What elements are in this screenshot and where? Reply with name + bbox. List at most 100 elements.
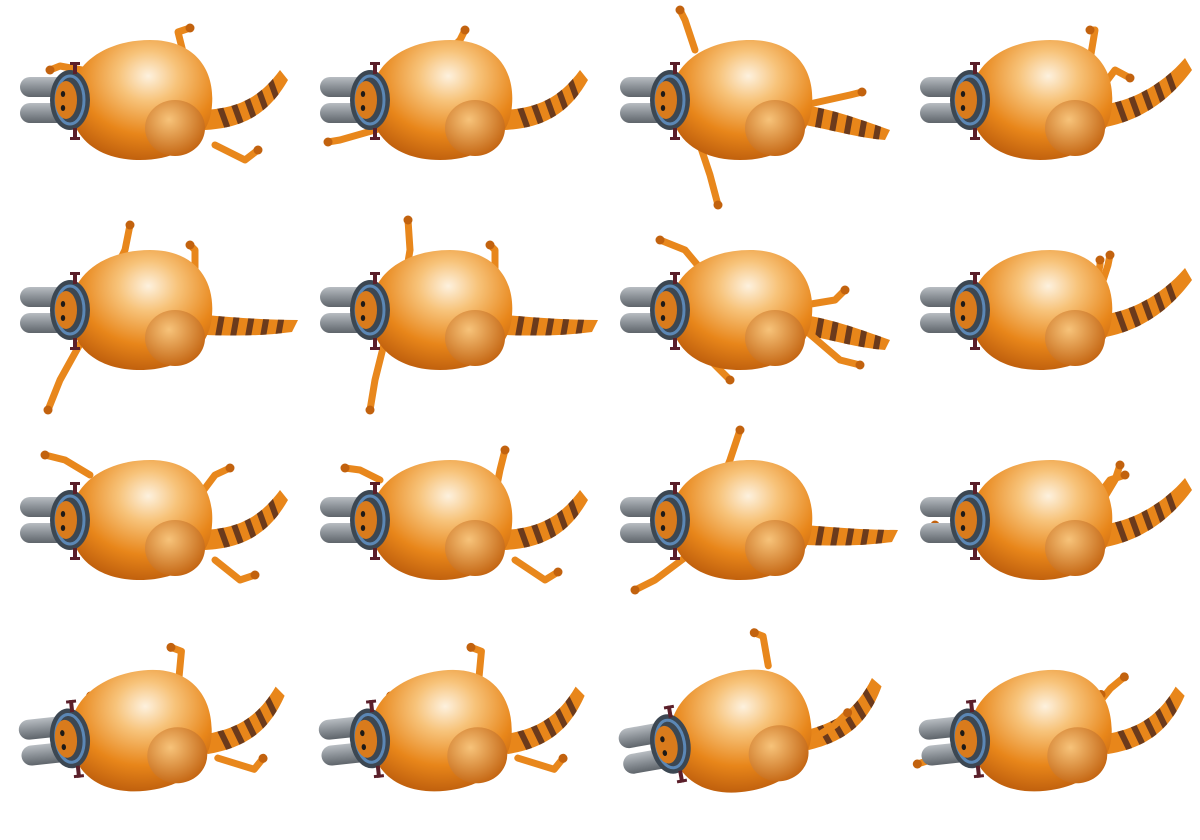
face <box>955 81 977 119</box>
sprite-frame-art <box>920 460 1192 580</box>
eye-lower <box>660 315 666 321</box>
face <box>355 81 377 119</box>
sprite-frame-tilt-1 <box>0 630 300 840</box>
face <box>354 719 378 758</box>
leg-2-paw <box>258 753 268 763</box>
creature-sprite <box>618 628 891 793</box>
arm-2 <box>44 331 89 414</box>
eye-lower <box>360 525 366 531</box>
helmet-gear <box>320 62 390 140</box>
arm-1-paw <box>40 450 50 460</box>
sprite-frame-crouch-3 <box>900 420 1200 630</box>
face <box>54 719 78 758</box>
eye-upper <box>360 91 366 97</box>
face <box>55 81 77 119</box>
creature-sprite <box>920 25 1192 160</box>
bolt-top <box>73 62 77 74</box>
sprite-frame-art <box>620 425 898 595</box>
eye-lower <box>61 744 67 751</box>
sprite-frame-art <box>912 669 1190 792</box>
bolt-top <box>73 482 77 494</box>
haunch <box>745 310 805 366</box>
eye-upper <box>960 730 965 737</box>
leg-1-paw <box>1105 250 1115 260</box>
leg-1 <box>801 88 866 109</box>
sprite-frame-leg-up-arm-down-1 <box>600 420 900 630</box>
sprite-frame-art <box>620 5 890 210</box>
leg-2 <box>211 556 259 584</box>
leg-2 <box>214 754 267 773</box>
helmet-gear <box>320 272 390 350</box>
tail-stripes <box>511 315 597 336</box>
creature-sprite <box>320 445 588 584</box>
leg-2 <box>514 754 567 773</box>
sprite-frame-arm-up-leg-down-1 <box>0 210 300 420</box>
eye-lower <box>60 525 66 531</box>
eye-upper <box>60 91 66 97</box>
haunch <box>445 310 505 366</box>
leg-1-paw <box>1119 672 1129 682</box>
haunch <box>748 725 809 782</box>
bolt-top <box>673 272 677 284</box>
tail <box>505 490 588 550</box>
leg-1-paw <box>857 87 867 97</box>
eye-lower <box>961 744 967 751</box>
tail <box>205 490 288 550</box>
sprite-frame-leg-extend-down-1 <box>600 0 900 210</box>
leg-2-paw <box>1085 25 1095 35</box>
leg-2-paw <box>558 753 568 763</box>
bolt-top <box>973 62 977 74</box>
bolt-bottom <box>373 548 377 560</box>
helmet-gear <box>318 699 391 779</box>
helmet-gear <box>20 272 90 350</box>
creature-sprite <box>20 220 298 415</box>
eye-upper <box>60 730 65 737</box>
sprite-frame-art <box>320 215 598 415</box>
sprite-frame-art <box>20 450 288 584</box>
sprite-frame-arm-forward-1 <box>300 0 600 210</box>
tail <box>1105 686 1185 755</box>
sprite-frame-tilt-3 <box>600 628 900 840</box>
arm-1-paw <box>675 5 685 15</box>
helmet-gear <box>620 482 690 560</box>
leg-1-paw <box>500 445 510 455</box>
leg-1-paw <box>1120 470 1130 480</box>
eye-upper <box>360 730 365 737</box>
arm-1 <box>46 62 86 74</box>
sprite-frame-arm-up-leg-down-2 <box>300 210 600 420</box>
leg-2 <box>801 326 864 369</box>
leg-1 <box>750 629 772 670</box>
haunch <box>745 520 805 576</box>
helmet-gear <box>618 704 691 784</box>
eye-lower <box>660 105 666 111</box>
face <box>55 501 77 539</box>
arm-1-paw <box>403 215 413 225</box>
bolt-top <box>373 62 377 74</box>
arm-1 <box>676 6 699 54</box>
face <box>955 501 977 539</box>
creature-sprite <box>18 642 290 792</box>
eye-upper <box>360 301 366 307</box>
arm-2-paw <box>630 585 640 595</box>
face <box>655 81 677 119</box>
eye-lower <box>960 105 966 111</box>
helmet-gear <box>320 482 390 560</box>
leg-1-paw <box>749 628 759 638</box>
sprite-frame-art <box>618 628 891 793</box>
helmet-gear <box>620 62 690 140</box>
bolt-bottom <box>73 548 77 560</box>
sprite-frame-crouch-2 <box>900 210 1200 420</box>
eye-upper <box>60 301 66 307</box>
eye-lower <box>960 315 966 321</box>
arm-2-paw <box>460 25 470 35</box>
face <box>954 719 978 758</box>
haunch <box>445 100 505 156</box>
arm-1-paw <box>45 65 55 75</box>
tail <box>505 686 585 755</box>
bolt-bottom <box>673 338 677 350</box>
creature-sprite <box>620 425 898 595</box>
eye-upper <box>660 91 666 97</box>
eye-lower <box>360 315 366 321</box>
haunch <box>447 727 508 784</box>
